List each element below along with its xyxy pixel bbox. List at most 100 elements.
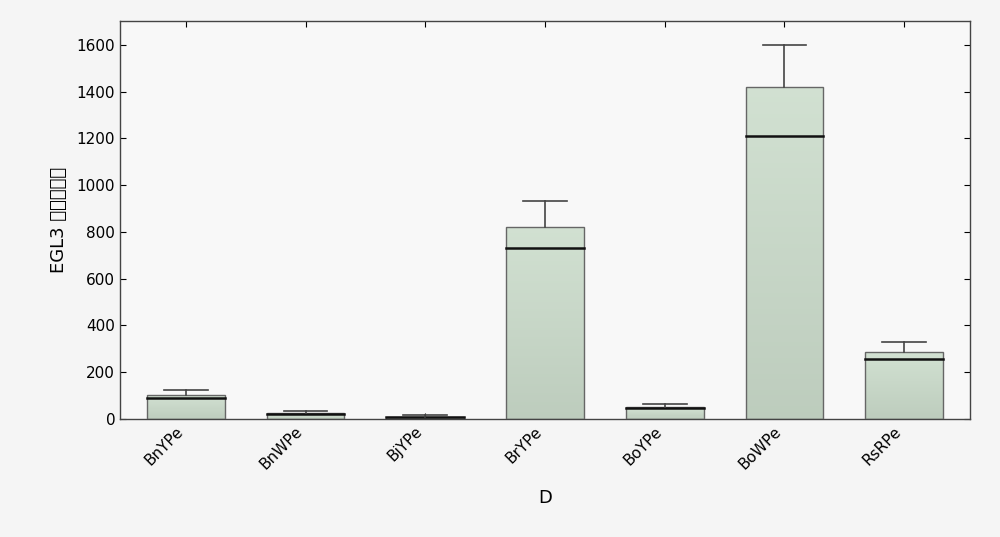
Bar — [506, 253, 584, 254]
Bar — [746, 276, 823, 278]
Bar — [746, 405, 823, 406]
Bar — [746, 411, 823, 412]
Bar — [506, 418, 584, 419]
Bar — [626, 415, 704, 417]
Bar — [746, 144, 823, 146]
Bar — [746, 113, 823, 114]
Bar — [746, 387, 823, 388]
Bar — [746, 304, 823, 306]
Bar — [746, 322, 823, 323]
Bar — [506, 251, 584, 252]
Bar — [746, 350, 823, 351]
Bar — [746, 169, 823, 170]
Bar — [865, 393, 943, 394]
Bar — [865, 353, 943, 354]
Bar — [506, 228, 584, 229]
Bar — [746, 353, 823, 354]
Bar — [746, 179, 823, 180]
Bar — [746, 177, 823, 178]
Bar — [746, 254, 823, 255]
Bar — [506, 381, 584, 383]
Bar — [506, 373, 584, 374]
Bar — [865, 394, 943, 395]
Bar — [746, 417, 823, 418]
Bar — [506, 258, 584, 259]
Bar — [746, 143, 823, 144]
Bar — [746, 238, 823, 239]
Bar — [506, 289, 584, 291]
Bar — [746, 240, 823, 241]
Bar — [506, 393, 584, 394]
Bar — [746, 107, 823, 108]
Bar — [746, 102, 823, 103]
Bar — [865, 366, 943, 367]
Bar — [506, 288, 584, 289]
Bar — [865, 367, 943, 368]
Bar — [746, 128, 823, 129]
Bar — [506, 358, 584, 359]
Bar — [746, 288, 823, 289]
Bar — [506, 352, 584, 353]
Bar — [506, 367, 584, 368]
Bar — [506, 338, 584, 339]
Bar — [865, 363, 943, 364]
Bar — [626, 414, 704, 415]
Bar — [506, 375, 584, 377]
Bar — [746, 215, 823, 216]
Bar — [746, 323, 823, 324]
Bar — [506, 407, 584, 408]
Bar — [865, 385, 943, 386]
Bar — [746, 159, 823, 161]
Bar — [746, 278, 823, 279]
Bar — [746, 148, 823, 149]
Bar — [506, 359, 584, 360]
Bar — [865, 375, 943, 377]
Bar — [506, 269, 584, 271]
Bar — [506, 403, 584, 404]
Bar — [746, 236, 823, 238]
Bar — [746, 274, 823, 275]
Bar — [746, 311, 823, 313]
Bar — [746, 232, 823, 233]
Bar — [506, 330, 584, 331]
Bar — [746, 342, 823, 343]
Bar — [746, 294, 823, 295]
Bar — [506, 411, 584, 412]
Bar — [746, 414, 823, 415]
Bar — [746, 227, 823, 228]
Bar — [506, 229, 584, 231]
Bar — [746, 364, 823, 365]
Bar — [267, 413, 344, 419]
Bar — [746, 206, 823, 207]
Bar — [746, 345, 823, 346]
Bar — [506, 235, 584, 236]
Bar — [746, 293, 823, 294]
Bar — [746, 122, 823, 123]
Bar — [746, 386, 823, 387]
Bar — [865, 413, 943, 414]
Bar — [746, 299, 823, 300]
Bar — [746, 335, 823, 336]
Bar — [746, 89, 823, 90]
Bar — [147, 407, 225, 408]
Bar — [147, 400, 225, 401]
Bar — [865, 383, 943, 384]
Bar — [746, 330, 823, 331]
Bar — [865, 405, 943, 406]
Bar — [746, 373, 823, 374]
Bar — [506, 380, 584, 381]
Bar — [506, 336, 584, 337]
Bar — [746, 381, 823, 383]
Bar — [506, 345, 584, 346]
Bar — [746, 147, 823, 148]
Bar — [267, 418, 344, 419]
Bar — [506, 313, 584, 314]
Bar — [746, 246, 823, 247]
Bar — [746, 194, 823, 195]
Bar — [626, 407, 704, 419]
Bar — [746, 275, 823, 276]
Bar — [746, 262, 823, 264]
Bar — [746, 351, 823, 352]
Bar — [746, 247, 823, 248]
Bar — [746, 211, 823, 212]
